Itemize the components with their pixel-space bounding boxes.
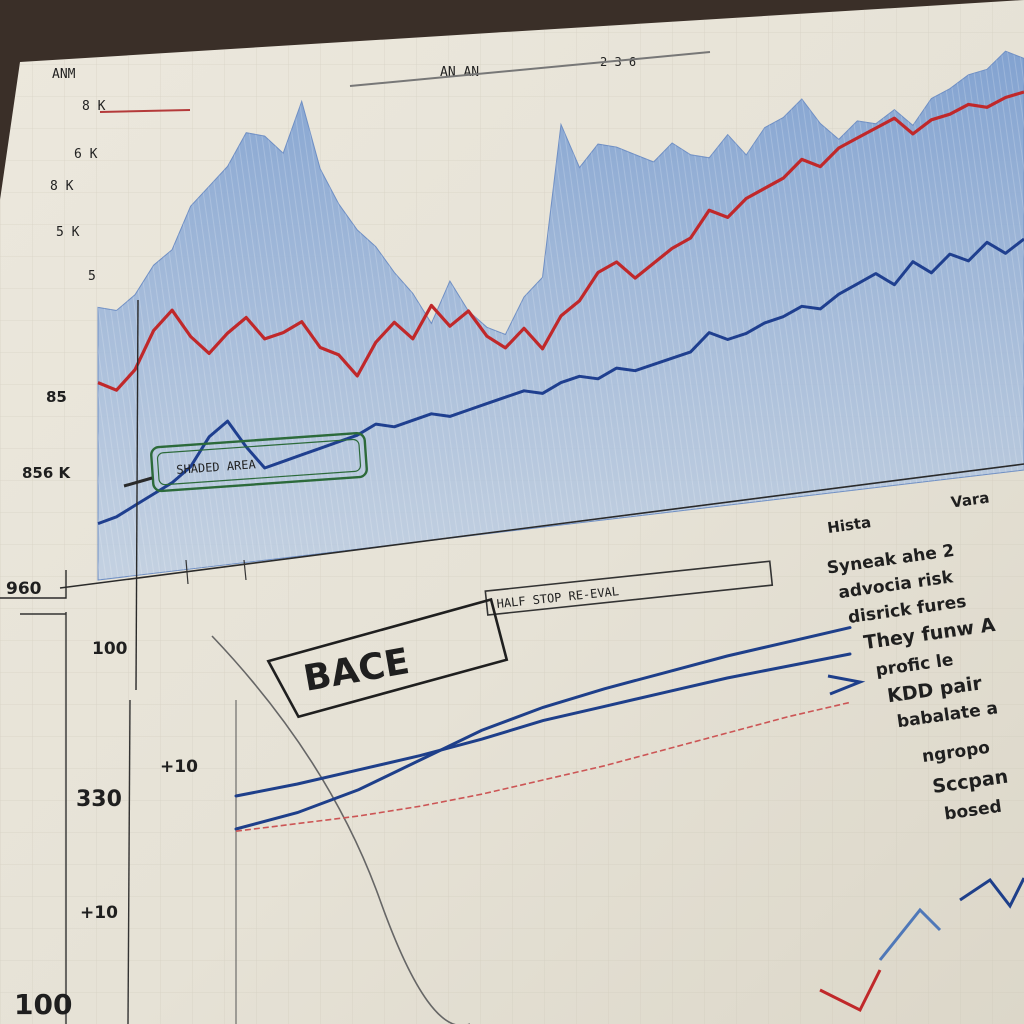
lower-blue-series-2	[234, 626, 852, 831]
shaded-area-callout: SHADED AREA	[150, 431, 368, 493]
col-head-1: Vara	[950, 488, 991, 511]
col-head-0: Hista	[826, 513, 872, 537]
upper-x-axis	[59, 463, 1024, 589]
lower-red-series	[235, 701, 851, 832]
lower-y-tick-0: 100	[92, 639, 128, 659]
lower-y-tick-3: +10	[80, 903, 118, 923]
upper-chart: 85 856 K 960 SHADED AREA	[0, 50, 1024, 691]
upper-y-tick-1: 856 K	[22, 464, 72, 482]
header-label-c: 2 3 6	[600, 55, 636, 69]
top-tick-2: 8 K	[50, 179, 74, 194]
lower-y-tick-1: +10	[160, 757, 198, 777]
upper-y-tick-0: 85	[46, 388, 67, 406]
shaded-area-label: SHADED AREA	[176, 457, 257, 477]
top-tick-1: 6 K	[74, 147, 98, 162]
top-tick-0: 8 K	[82, 99, 106, 114]
upper-red-series	[97, 90, 1024, 392]
top-tick-4: 5	[88, 269, 96, 284]
header-label-a: ANM	[52, 67, 76, 82]
upper-y-axis	[135, 299, 139, 691]
top-ticks: 8 K 6 K 8 K 5 K 5	[50, 99, 106, 284]
lower-y-tick-2: 330	[76, 787, 122, 812]
header: ANM AN AN 2 3 6	[52, 51, 711, 113]
lower-y-tick-4: 100	[14, 988, 72, 1021]
lower-blue-series-1	[234, 652, 852, 798]
upper-y-tick-2: 960	[6, 579, 42, 599]
top-tick-3: 5 K	[56, 225, 80, 240]
upper-blue-series	[97, 237, 1024, 526]
arrow-head	[827, 674, 866, 696]
